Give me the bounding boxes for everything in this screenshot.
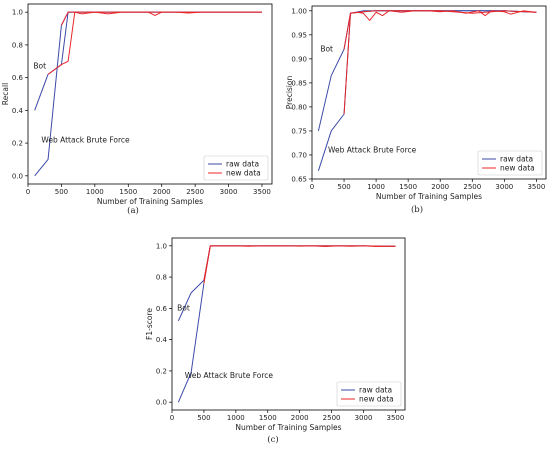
y-tick-label: 1.0: [156, 242, 167, 250]
x-tick-label: 2500: [323, 414, 341, 422]
x-tick-label: 2000: [153, 188, 171, 196]
x-tick-label: 1500: [119, 188, 137, 196]
y-tick-label: 0.0: [12, 172, 23, 180]
plot-frame: [311, 5, 547, 180]
raw-data-line: [34, 11, 262, 177]
plot-frame: [171, 237, 406, 411]
y-tick-label: 0.90: [291, 55, 307, 63]
chart-panel-2: 0 500 1000 1500 2000 2500 3000 3500 0.65 0.70 0.75…: [285, 5, 547, 215]
x-tick-label: 500: [55, 188, 68, 196]
y-tick-label: 0.2: [12, 140, 23, 148]
figure-caption: (b): [411, 204, 423, 215]
x-tick-label: 3000: [355, 414, 373, 422]
x-tick-label: 2000: [431, 183, 449, 191]
x-tick-label: 3000: [495, 183, 513, 191]
y-tick-label: 0.8: [156, 274, 167, 282]
x-axis-label: Number of Training Samples: [376, 192, 482, 201]
new-data-line: [203, 245, 396, 284]
legend-box: [477, 150, 543, 176]
new-data-line: [203, 245, 396, 281]
x-axis-label: Number of Training Samples: [97, 197, 203, 206]
x-tick-label: 3500: [387, 414, 405, 422]
legend-entry: new data: [359, 395, 394, 404]
y-tick-label: 0.85: [291, 79, 307, 87]
annotation-label: Bot: [33, 62, 46, 71]
new-data-line: [343, 10, 537, 115]
y-tick-label: 0.8: [12, 41, 23, 49]
figure-caption: (a): [127, 205, 139, 216]
legend-entry: raw data: [500, 155, 533, 164]
y-tick-label: 0.4: [156, 336, 168, 344]
raw-data-line: [177, 245, 396, 322]
x-tick-label: 1500: [399, 183, 417, 191]
x-axis-label: Number of Training Samples: [235, 423, 341, 432]
raw-data-line: [317, 10, 537, 132]
x-tick-label: 1000: [227, 414, 245, 422]
x-tick-label: 1000: [367, 183, 385, 191]
y-tick-label: 1.0: [12, 9, 23, 17]
x-tick-label: 0: [310, 183, 314, 191]
y-axis-label: Precision: [285, 76, 294, 110]
y-tick-label: 0.80: [291, 103, 307, 111]
y-tick-label: 0.6: [156, 305, 168, 313]
x-tick-label: 2500: [186, 188, 204, 196]
y-tick-label: 0.0: [156, 399, 167, 407]
x-tick-label: 1000: [86, 188, 104, 196]
y-tick-label: 0.65: [291, 176, 307, 184]
x-tick-label: 3500: [253, 188, 271, 196]
chart-panel-3: 0 500 1000 1500 2000 2500 3000 3500 0.0 0.2 0.4 0.6…: [145, 237, 406, 445]
figure-caption: (c): [267, 434, 278, 445]
legend-entry: raw data: [226, 160, 259, 169]
x-tick-label: 3500: [527, 183, 545, 191]
y-tick-label: 0.95: [291, 31, 307, 39]
legend-entry: raw data: [359, 386, 392, 395]
plot-frame: [27, 3, 273, 185]
x-tick-label: 2000: [291, 414, 309, 422]
y-tick-label: 1.00: [291, 7, 307, 15]
annotation-label: Web Attack Brute Force: [185, 371, 274, 380]
x-tick-label: 500: [337, 183, 350, 191]
legend-entry: new data: [500, 164, 535, 173]
annotation-label: Web Attack Brute Force: [328, 146, 417, 155]
new-data-line: [47, 11, 262, 75]
x-tick-label: 2500: [463, 183, 481, 191]
legend-box: [203, 155, 269, 181]
y-axis-label: F1-score: [145, 308, 154, 340]
y-tick-label: 0.70: [291, 151, 307, 159]
raw-data-line: [34, 11, 262, 111]
chart-panel-1: 0 500 1000 1500 2000 2500 3000 3500 0.0 0.2 0.4 0.6…: [1, 3, 273, 216]
x-tick-label: 3000: [220, 188, 238, 196]
new-data-line: [343, 10, 537, 50]
annotation-label: Web Attack Brute Force: [41, 135, 130, 144]
new-data-line: [60, 11, 262, 26]
y-tick-label: 0.4: [12, 107, 24, 115]
annotation-label: Bot: [320, 45, 333, 54]
y-tick-label: 0.2: [156, 367, 167, 375]
legend-entry: new data: [226, 169, 261, 178]
y-tick-label: 0.75: [291, 127, 307, 135]
x-tick-label: 500: [197, 414, 210, 422]
y-axis-label: Recall: [1, 83, 10, 105]
annotation-label: Bot: [177, 304, 190, 313]
y-tick-label: 0.6: [12, 74, 24, 82]
x-tick-label: 0: [170, 414, 174, 422]
x-tick-label: 0: [26, 188, 30, 196]
legend-box: [336, 381, 402, 407]
x-tick-label: 1500: [259, 414, 277, 422]
